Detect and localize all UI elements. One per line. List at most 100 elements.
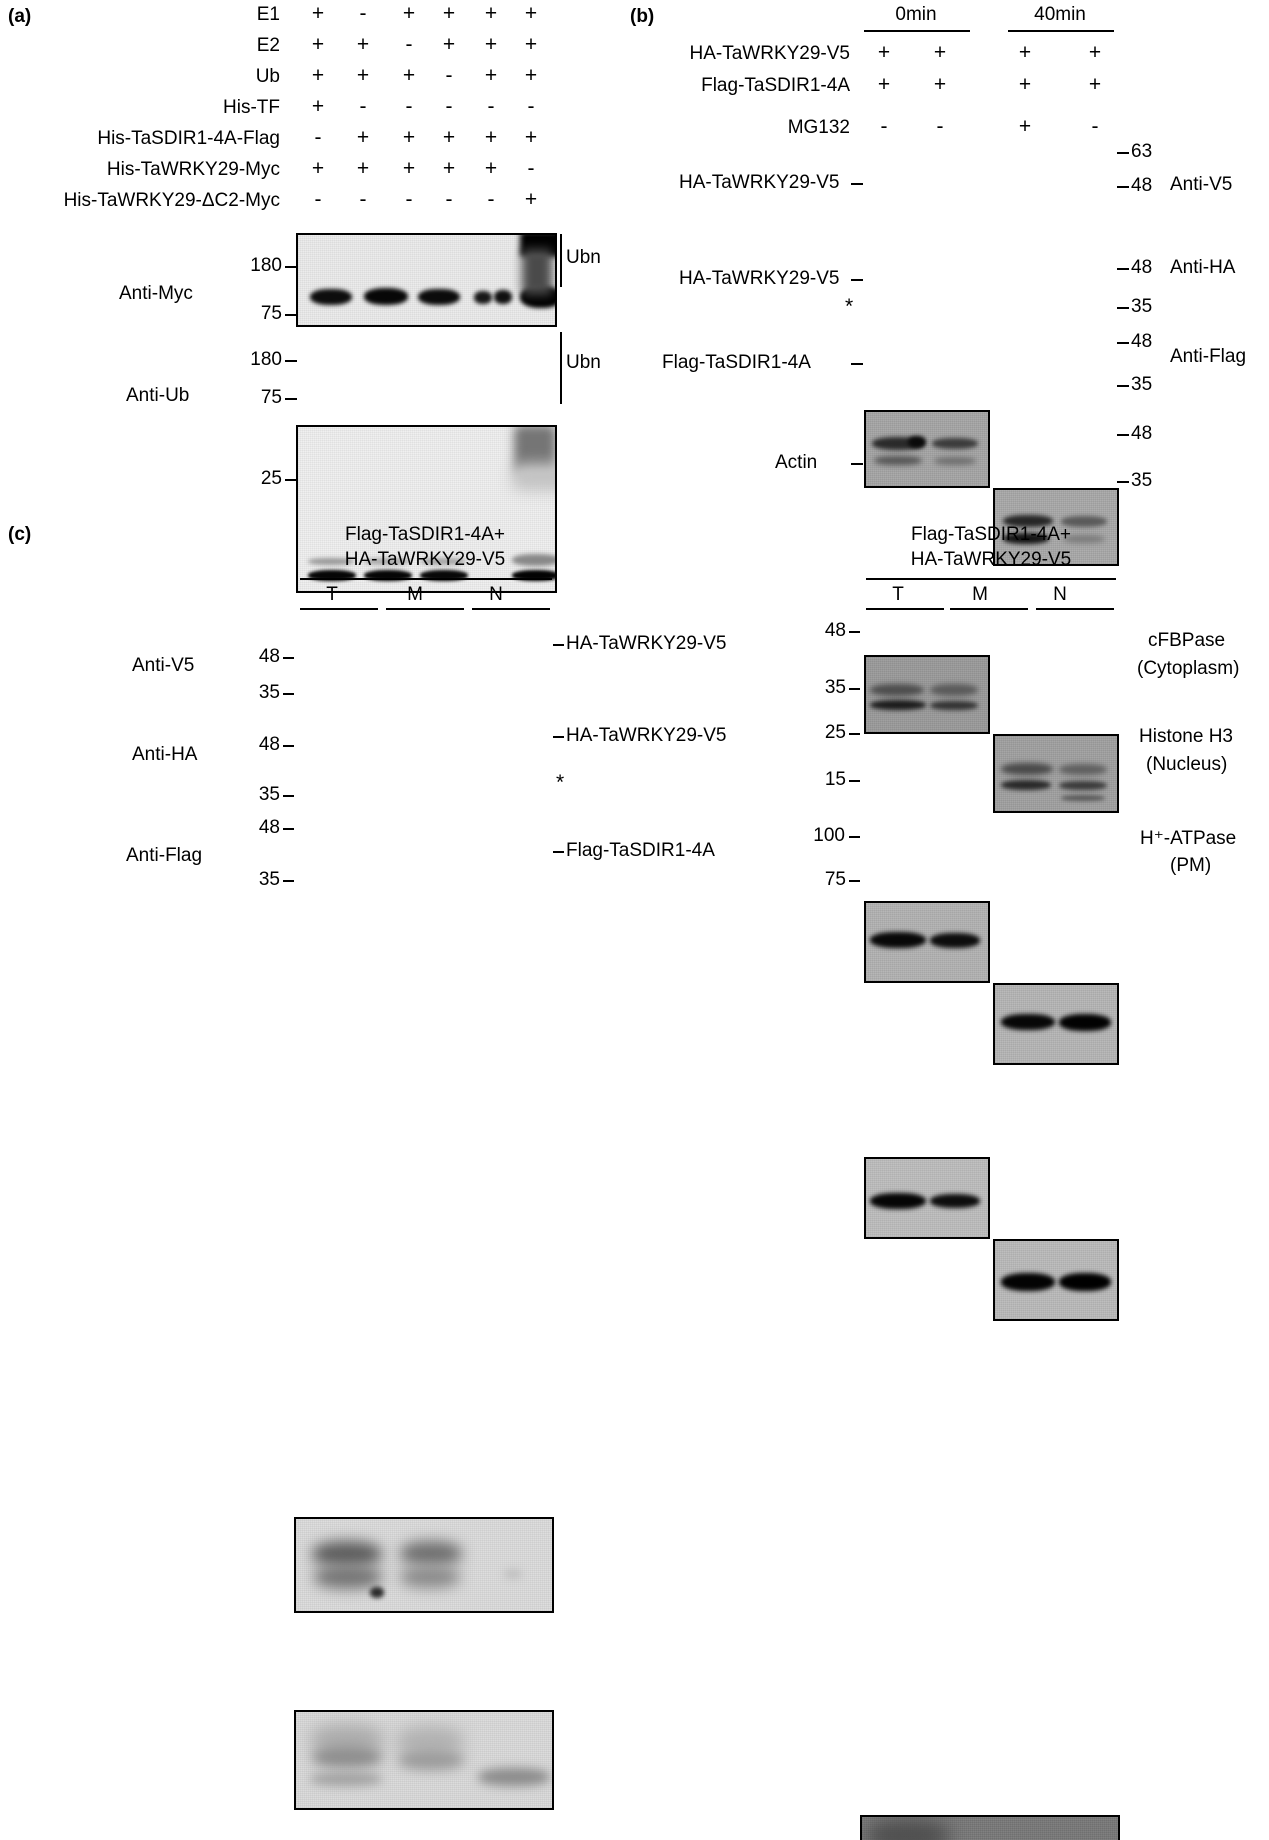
panel-a-sym: - — [314, 126, 322, 149]
panel-b-tick-63 — [1117, 152, 1129, 154]
panel-b-left-label-1: HA-TaWRKY29-V5 — [679, 172, 840, 193]
panel-b-tick-48-v5 — [1117, 186, 1129, 188]
panel-a-sym: - — [445, 64, 453, 87]
panel-c-right-tick-15-h3 — [849, 780, 860, 782]
panel-b-right-label-anti-ha: Anti-HA — [1170, 257, 1236, 278]
panel-a-sym: + — [442, 2, 456, 25]
panel-a-ubn-bracket-myc — [560, 234, 562, 287]
panel-c-left-marker-48-ha: 48 — [258, 734, 280, 755]
panel-a-sym: + — [311, 157, 325, 180]
panel-b-tick-35-flag — [1117, 385, 1129, 387]
panel-a-row-label-wrky29-dc2: His-TaWRKY29-ΔC2-Myc — [63, 190, 280, 211]
panel-c-right-header-line1: Flag-TaSDIR1-4A+ — [911, 524, 1071, 545]
panel-c-left-tick-35-v5 — [283, 693, 294, 695]
panel-a-ub-tick-180 — [285, 360, 297, 362]
panel-b-right-label-anti-flag: Anti-Flag — [1170, 346, 1247, 367]
panel-a-sym: + — [442, 126, 456, 149]
panel-b-marker-48-flag: 48 — [1131, 331, 1153, 352]
band — [930, 933, 980, 948]
panel-c-left-tick-35-flag — [283, 880, 294, 882]
band — [308, 570, 356, 581]
panel-c-right-label-h3-2: (Nucleus) — [1146, 754, 1228, 775]
panel-b-tick-35-ha — [1117, 307, 1129, 309]
panel-a-row-label-ub: Ub — [255, 66, 280, 87]
panel-b-blot-actin-0min — [864, 1157, 990, 1239]
panel-a-sym: + — [484, 2, 498, 25]
panel-b-left-label-2: HA-TaWRKY29-V5 — [679, 268, 840, 289]
band — [364, 570, 412, 581]
panel-c-right-tick-100-atpase — [849, 836, 860, 838]
panel-b-right-label-anti-v5: Anti-V5 — [1170, 174, 1233, 195]
panel-a-antibody-label-myc: Anti-Myc — [119, 283, 193, 304]
panel-b-tick-35-actin — [1117, 481, 1129, 483]
panel-b-row-label-wrky29: HA-TaWRKY29-V5 — [689, 43, 851, 64]
panel-c-left-tick-48-ha — [283, 745, 294, 747]
panel-b-sym: - — [1091, 115, 1099, 138]
panel-a-sym: - — [445, 188, 453, 211]
panel-b-marker-48-v5: 48 — [1131, 175, 1153, 196]
band — [1001, 1014, 1055, 1030]
panel-c-right-marker-48-cfbpase: 48 — [824, 620, 846, 641]
panel-b-sym: + — [1088, 73, 1102, 96]
panel-a-sym: + — [356, 64, 370, 87]
panel-b-tick-48-ha — [1117, 268, 1129, 270]
panel-c-right-rule-m — [950, 608, 1028, 610]
panel-b-left-tick-3 — [851, 363, 863, 365]
panel-c-left-antibody-flag: Anti-Flag — [126, 845, 203, 866]
band — [930, 1194, 980, 1208]
panel-a-sym: + — [524, 126, 538, 149]
panel-a-antibody-label-ub: Anti-Ub — [126, 385, 190, 406]
panel-a-sym: - — [314, 188, 322, 211]
panel-c-left-lane-m: M — [407, 584, 423, 605]
band — [870, 1193, 926, 1209]
panel-a-myc-tick-180 — [285, 266, 297, 268]
panel-b-marker-63: 63 — [1131, 141, 1153, 162]
panel-c-right-tick-35-cfbpase — [849, 688, 860, 690]
panel-b-left-tick-1 — [851, 183, 863, 185]
band-faint — [420, 558, 466, 565]
panel-c-right-label-cfbpase-1: cFBPase — [1148, 630, 1226, 651]
panel-c-left-right-tick-1 — [553, 644, 564, 646]
panel-a-sym: + — [442, 157, 456, 180]
band — [874, 456, 922, 465]
band-faint — [1061, 795, 1105, 801]
panel-a-ub-marker-180: 180 — [250, 349, 282, 370]
panel-a-sym: + — [311, 33, 325, 56]
panel-c-right-tick-48-cfbpase — [849, 631, 860, 633]
panel-a-row-label-e2: E2 — [256, 35, 280, 56]
panel-c-left-right-tick-2 — [553, 736, 564, 738]
panel-c-right-blot-cfbpase — [860, 1815, 1120, 1840]
band-faint — [364, 558, 410, 565]
band — [494, 290, 512, 304]
panel-b-marker-48-ha: 48 — [1131, 257, 1153, 278]
panel-c-left-lane-t: T — [326, 584, 338, 605]
panel-c-left-rule-t — [300, 608, 378, 610]
panel-a-sym: - — [359, 2, 367, 25]
band — [930, 701, 978, 710]
panel-c-left-right-label-3: Flag-TaSDIR1-4A — [566, 840, 715, 861]
band — [312, 1541, 382, 1567]
panel-a-sym: - — [405, 95, 413, 118]
band — [1001, 780, 1051, 790]
panel-b-left-tick-2 — [851, 279, 863, 281]
panel-a-sym: + — [524, 64, 538, 87]
band — [1059, 781, 1107, 790]
panel-b-sym: + — [1018, 41, 1032, 64]
panel-c-left-tick-35-ha — [283, 795, 294, 797]
panel-a-row-label-sdir1: His-TaSDIR1-4A-Flag — [97, 128, 280, 149]
band — [312, 1746, 382, 1768]
panel-c-left-marker-35-ha: 35 — [258, 784, 280, 805]
panel-a-blot-anti-myc — [296, 233, 557, 327]
panel-a-sym: - — [527, 157, 535, 180]
panel-a-sym: + — [311, 64, 325, 87]
smear-ubn — [512, 463, 555, 491]
panel-c-right-rule-n — [1036, 608, 1114, 610]
panel-c-right-marker-15-h3: 15 — [824, 769, 846, 790]
panel-c-left-header-line2: HA-TaWRKY29-V5 — [344, 549, 506, 570]
band-faint — [866, 1819, 950, 1840]
panel-a-row-label-his-tf: His-TF — [223, 97, 280, 118]
panel-c-left-marker-35-flag: 35 — [258, 869, 280, 890]
panel-c-right-lane-n: N — [1053, 584, 1067, 605]
panel-c-right-tick-25-h3 — [849, 733, 860, 735]
panel-c-right-lane-m: M — [972, 584, 988, 605]
